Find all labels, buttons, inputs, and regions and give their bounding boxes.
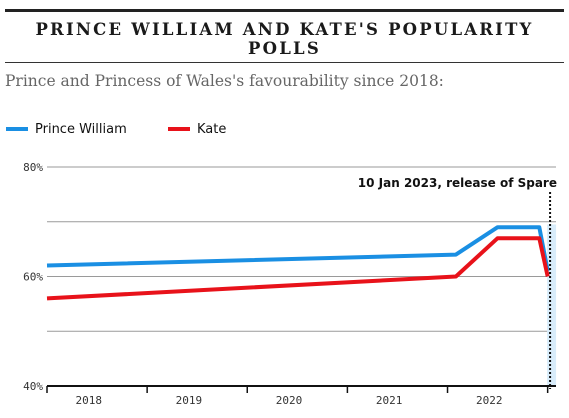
legend-swatch-kate	[168, 127, 190, 131]
annotation-label: 10 Jan 2023, release of Spare	[358, 176, 557, 190]
axes: 40% 60% 80% 2018 2019 2020 2021 2022	[23, 161, 556, 407]
x-tick-label: 2019	[176, 394, 203, 407]
x-tick-label: 2022	[476, 394, 503, 407]
release-highlight	[547, 224, 557, 386]
legend-item-kate: Kate	[168, 120, 226, 138]
legend-label-kate: Kate	[197, 121, 227, 137]
legend-item-william: Prince William	[6, 120, 127, 138]
series-line-william	[46, 225, 550, 272]
series-lines	[46, 225, 550, 301]
x-tick-label: 2020	[276, 394, 303, 407]
gridlines	[47, 166, 556, 332]
chart-subtitle: Prince and Princess of Wales's favourabi…	[5, 72, 444, 90]
annotations: 10 Jan 2023, release of Spare	[358, 176, 557, 389]
top-rule	[5, 9, 564, 12]
title-divider	[5, 62, 564, 63]
legend-label-william: Prince William	[35, 121, 127, 137]
legend-swatch-william	[6, 127, 28, 131]
y-tick-label: 80%	[23, 161, 43, 174]
x-tick-label: 2018	[75, 394, 102, 407]
series-line-kate	[46, 236, 550, 301]
line-chart: 40% 60% 80% 2018 2019 2020 2021 2022 10 Jan 202…	[23, 161, 557, 407]
highlight-band	[547, 224, 557, 386]
y-tick-label: 60%	[23, 271, 43, 284]
chart-title: PRINCE WILLIAM AND KATE'S POPULARITY POL…	[35, 20, 534, 58]
x-tick-label: 2021	[376, 394, 403, 407]
y-tick-label: 40%	[23, 380, 43, 393]
